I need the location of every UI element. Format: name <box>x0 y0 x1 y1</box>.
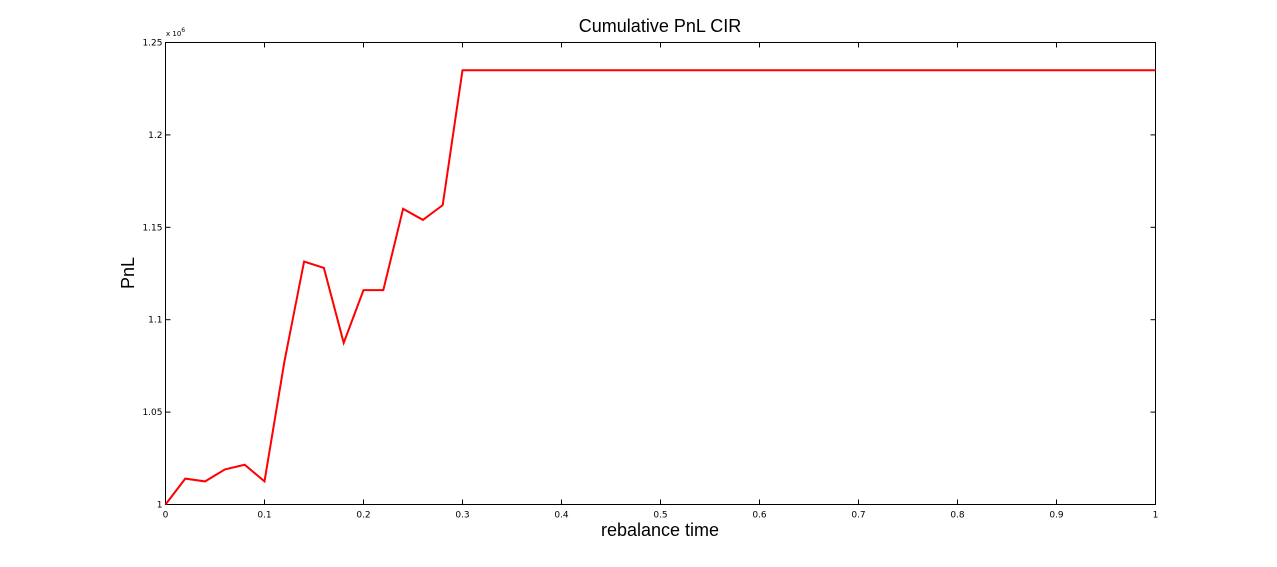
x-tick-label: 0.2 <box>356 511 370 521</box>
y-tick-label: 1.25 <box>142 39 162 49</box>
x-axis-label: rebalance time <box>601 520 719 540</box>
y-tick-label: 1.1 <box>148 316 162 326</box>
y-tick-label: 1 <box>157 501 163 511</box>
series-line-0 <box>164 69 1156 506</box>
x-tick-label: 0.3 <box>455 511 469 521</box>
y-axis: 1 1.05 1.1 1.15 1.2 1.25 <box>142 39 1156 511</box>
y-tick-label: 1.2 <box>148 131 162 141</box>
x-tick-label: 0 <box>163 511 169 521</box>
chart-title: Cumulative PnL CIR <box>579 16 741 36</box>
y-tick-label: 1.15 <box>142 223 162 233</box>
x-tick-label: 0.1 <box>257 511 271 521</box>
y-tick-label: 1.05 <box>142 408 162 418</box>
x-axis: 0 0.1 0.2 0.3 0.4 0.5 0.6 0.7 0.8 0.9 1 <box>163 42 1159 521</box>
x-tick-label: 0.4 <box>554 511 569 521</box>
x-tick-label: 0.7 <box>851 511 865 521</box>
x-tick-label: 0.8 <box>950 511 965 521</box>
x-tick-label: 0.5 <box>653 511 667 521</box>
y-exponent-label: x 106 <box>166 27 185 38</box>
plot-area <box>165 42 1156 505</box>
x-tick-label: 1 <box>1153 511 1159 521</box>
y-axis-label: PnL <box>118 257 138 289</box>
x-tick-label: 0.9 <box>1049 511 1064 521</box>
x-tick-label: 0.6 <box>752 511 767 521</box>
series-layer <box>164 69 1156 506</box>
